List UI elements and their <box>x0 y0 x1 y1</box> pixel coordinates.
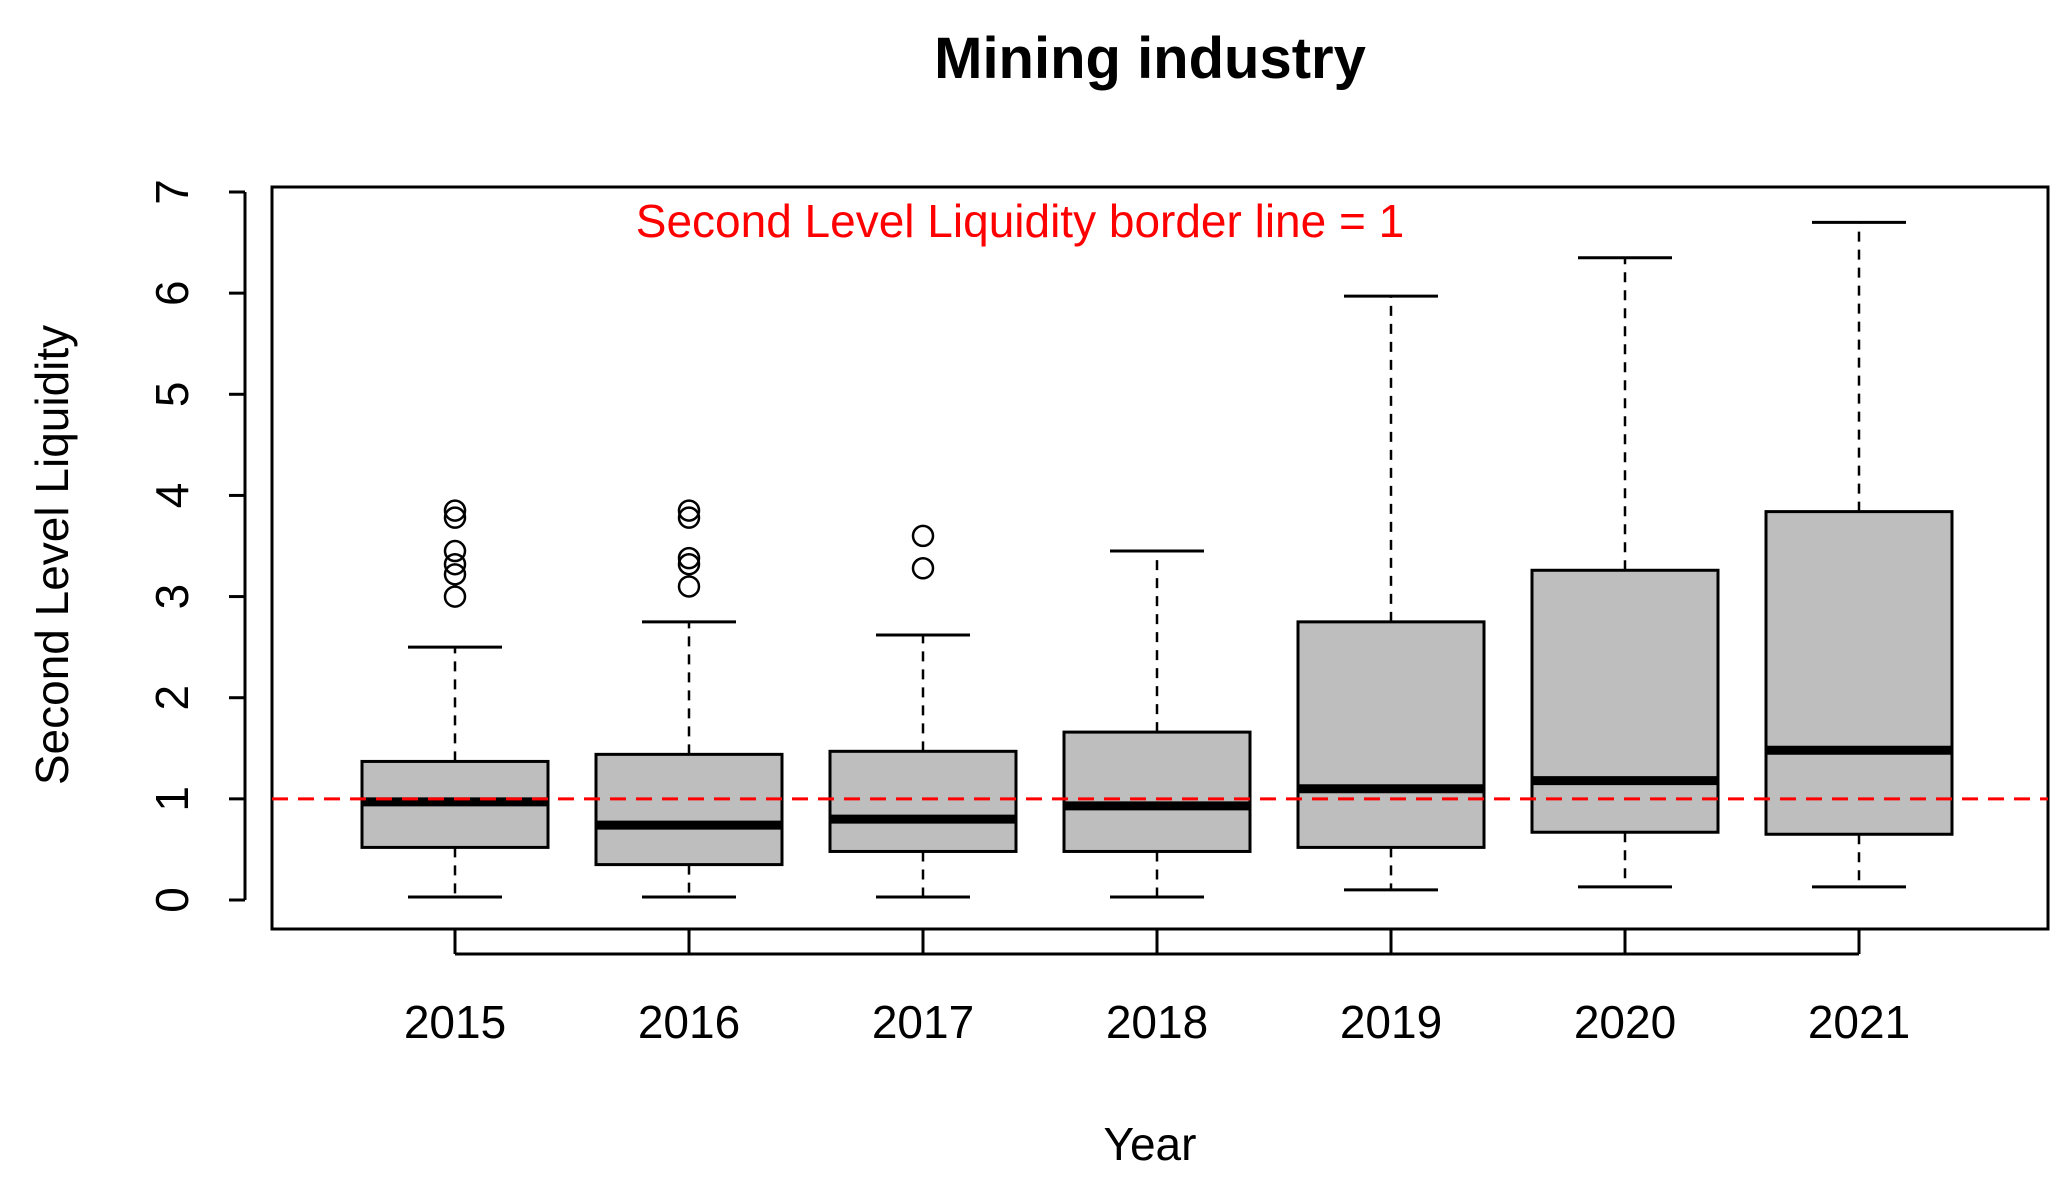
y-tick-label: 7 <box>146 179 198 205</box>
box-2020 <box>1530 256 1720 889</box>
y-tick-label: 6 <box>146 280 198 306</box>
chart-title: Mining industry <box>934 26 1366 91</box>
iqr-box <box>1296 620 1486 849</box>
x-tick-label: 2021 <box>1808 996 1910 1048</box>
outlier-point <box>677 546 701 570</box>
x-tick-label: 2020 <box>1574 996 1676 1048</box>
x-tick-label: 2018 <box>1106 996 1208 1048</box>
x-tick-label: 2015 <box>404 996 506 1048</box>
plot-frame <box>270 185 2050 931</box>
outlier-point <box>677 506 701 529</box>
outlier-point <box>677 552 701 576</box>
y-axis-label: Second Level Liquidity <box>26 325 78 785</box>
outlier-point <box>443 563 467 586</box>
outlier-point <box>677 499 701 522</box>
outlier-point <box>443 499 467 522</box>
y-tick-label: 1 <box>146 786 198 812</box>
iqr-box <box>1764 510 1954 836</box>
y-tick-label: 3 <box>146 584 198 610</box>
x-tick-label: 2019 <box>1340 996 1442 1048</box>
box-2021 <box>1764 220 1954 889</box>
y-tick-label: 2 <box>146 685 198 711</box>
iqr-box <box>1530 568 1720 834</box>
box-2018 <box>1062 549 1252 899</box>
y-tick-label: 4 <box>146 483 198 509</box>
outlier-point <box>443 506 467 529</box>
box-2017 <box>828 524 1018 899</box>
outlier-point <box>443 552 467 576</box>
outlier-point <box>911 524 935 548</box>
box-2015 <box>360 499 550 899</box>
outlier-point <box>911 557 935 580</box>
iqr-box <box>828 749 1018 853</box>
plot-area: 0 1 2 3 4 5 6 7 2015 2016 2017 2018 2019 2020 2021 <box>146 179 2050 1048</box>
outlier-point <box>677 575 701 598</box>
outlier-point <box>443 539 467 563</box>
iqr-box <box>1062 730 1252 853</box>
x-tick-label: 2016 <box>638 996 740 1048</box>
x-tick-label: 2017 <box>872 996 974 1048</box>
outlier-point <box>443 585 467 608</box>
y-tick-label: 0 <box>146 887 198 913</box>
box-2016 <box>594 499 784 899</box>
y-tick-label: 5 <box>146 381 198 407</box>
box-2019 <box>1296 294 1486 892</box>
x-axis-label: Year <box>1104 1118 1197 1170</box>
iqr-box <box>594 752 784 867</box>
border-line-annotation: Second Level Liquidity border line = 1 <box>636 195 1404 247</box>
